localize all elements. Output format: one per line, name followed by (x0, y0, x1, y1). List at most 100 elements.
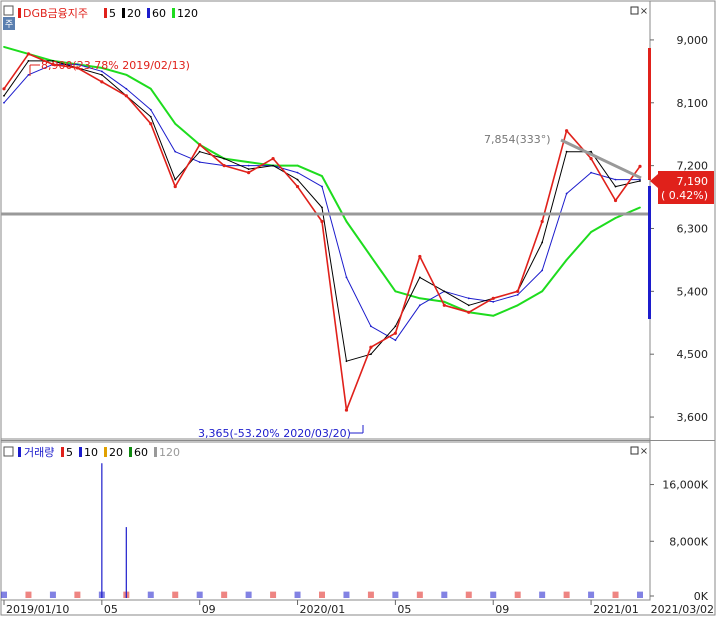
series-point-ma20 (394, 325, 397, 328)
price-ytick-label: 9,000 (677, 34, 709, 47)
series-point-ma60 (418, 304, 421, 307)
series-point-ma20 (345, 360, 348, 363)
legend-ma-label: 20 (127, 7, 141, 20)
chart-tag-glyph: 주 (5, 19, 13, 30)
series-point-ma20 (247, 168, 250, 171)
peak-label: 7,854(333°) (484, 133, 551, 146)
current-price-arrow (650, 174, 658, 188)
volume-legend-ma-label: 60 (134, 446, 148, 459)
legend-ma-label: 60 (152, 7, 166, 20)
annotations: 8,900(23.78% 2019/02/13) 3,365(-53.20% 2… (1, 48, 714, 440)
volume-bar (514, 591, 521, 598)
series-point-ma120 (247, 161, 250, 164)
series-point-ma60 (492, 300, 495, 303)
series-point-ma5 (222, 164, 226, 168)
series-point-ma20 (174, 178, 177, 181)
volume-bar (539, 591, 546, 598)
volume-bar (441, 591, 448, 598)
volume-ytick-label: 16,000K (662, 479, 708, 492)
series-point-ma5 (442, 303, 446, 307)
series-point-ma5 (26, 52, 31, 56)
series-point-ma120 (321, 175, 323, 178)
series-point-ma20 (321, 206, 323, 209)
legend-ma-label: 120 (177, 7, 198, 20)
legend-ma-group: 5 20 60 120 (104, 7, 198, 20)
close-icon[interactable]: × (640, 6, 648, 17)
series-point-ma120 (345, 220, 348, 223)
high-label: 8,900(23.78% 2019/02/13) (41, 59, 190, 72)
series-point-ma60 (247, 164, 250, 167)
series-point-ma5 (589, 157, 593, 161)
series-point-ma5 (320, 219, 324, 224)
series-point-ma120 (443, 300, 446, 303)
series-point-ma20 (370, 353, 372, 356)
xtick-label: 09 (202, 603, 216, 616)
series-point-ma20 (52, 59, 54, 62)
series-point-ma5 (2, 87, 6, 91)
series-point-ma5 (613, 198, 618, 203)
series-point-ma20 (100, 73, 103, 76)
xtick-label: 2020/01 (300, 603, 346, 616)
series-point-ma60 (345, 276, 348, 279)
volume-legend-box-icon[interactable] (3, 446, 14, 457)
series-point-ma20 (590, 150, 592, 153)
volume-bar (294, 591, 301, 598)
series-point-ma5 (516, 289, 520, 293)
legend-ma-label: 5 (109, 7, 116, 20)
series-point-ma20 (614, 185, 617, 188)
price-legend: 주 DGB금융지주 5 20 60 120 × (3, 5, 648, 30)
series-point-ma120 (614, 217, 617, 219)
volume-bar (490, 591, 497, 598)
series-point-ma5 (393, 331, 397, 335)
series-point-ma20 (639, 180, 641, 182)
volume-close-icon[interactable]: × (640, 446, 648, 457)
series-point-ma120 (541, 290, 544, 293)
series-point-ma120 (125, 73, 128, 76)
price-ytick-label: 6,300 (677, 222, 709, 235)
legend-ma-chip (172, 8, 175, 18)
volume-legend-ma-group: 5 10 20 60 120 (61, 446, 180, 459)
volume-bar (319, 591, 325, 598)
series-point-ma60 (125, 87, 128, 90)
volume-bar (221, 591, 228, 598)
series-point-ma5 (467, 310, 471, 314)
maximize-icon[interactable] (630, 6, 639, 15)
price-ytick-label: 7,200 (677, 160, 709, 173)
series-point-ma20 (149, 115, 152, 118)
price-ytick-label: 8,100 (677, 97, 709, 110)
series-point-ma5 (491, 296, 495, 300)
series-point-ma120 (516, 304, 519, 307)
volume-bar (563, 591, 570, 598)
xtick-label: 05 (397, 603, 411, 616)
series-point-ma5 (75, 66, 79, 70)
series-point-ma60 (296, 171, 299, 174)
volume-legend-ma-label: 20 (109, 446, 123, 459)
chart-tag-icon[interactable] (3, 17, 15, 30)
volume-ytick-label: 8,000K (669, 535, 708, 548)
range-bar-down (648, 186, 651, 319)
series-point-ma120 (565, 259, 568, 261)
series-point-ma60 (76, 63, 79, 66)
price-layer (2, 45, 642, 412)
volume-legend-ma-chip (104, 447, 107, 457)
series-point-ma20 (27, 59, 30, 62)
series-point-ma20 (223, 157, 226, 160)
volume-legend-ma-label: 5 (66, 446, 73, 459)
series-point-ma120 (296, 164, 299, 167)
series-point-ma60 (565, 192, 568, 195)
volume-name: 거래량 (24, 446, 54, 459)
series-point-ma5 (271, 157, 275, 161)
series-point-ma120 (174, 122, 177, 125)
series-point-ma120 (100, 66, 103, 69)
volume-legend-ma-label: 120 (159, 446, 180, 459)
series-point-ma120 (492, 314, 495, 317)
volume-ytick-label: 0K (694, 590, 709, 603)
legend-box-icon[interactable] (3, 5, 14, 16)
series-point-ma60 (174, 150, 177, 153)
volume-maximize-icon[interactable] (630, 446, 639, 455)
series-point-ma120 (370, 255, 372, 258)
legend-ma-chip (147, 8, 150, 18)
price-ytick-label: 3,600 (677, 411, 709, 424)
